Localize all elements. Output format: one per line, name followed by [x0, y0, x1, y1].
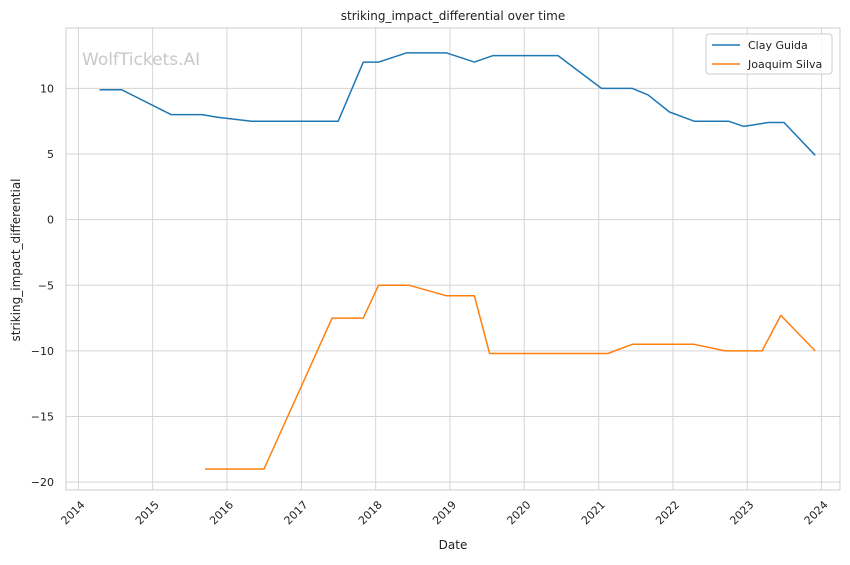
- watermark: WolfTickets.AI: [82, 50, 200, 70]
- y-tick-label: −20: [31, 476, 54, 489]
- legend: Clay Guida Joaquim Silva: [705, 33, 833, 75]
- series-line-joaquim-silva: [205, 284, 816, 470]
- y-axis-label: striking_impact_differential: [9, 178, 23, 341]
- y-tick-label: −15: [31, 411, 54, 424]
- y-tick-label: −5: [38, 279, 54, 292]
- y-tick-label: 0: [47, 214, 54, 227]
- series: [99, 52, 816, 470]
- chart-title: striking_impact_differential over time: [341, 9, 566, 23]
- y-tick-label: 5: [47, 148, 54, 161]
- y-tick-label: −10: [31, 345, 54, 358]
- grid: [66, 28, 840, 490]
- x-axis-label: Date: [439, 538, 468, 552]
- legend-label: Joaquim Silva: [747, 58, 822, 71]
- y-tick-label: 10: [40, 82, 54, 95]
- plot-frame: [65, 27, 841, 491]
- legend-label: Clay Guida: [748, 39, 808, 52]
- series-line-clay-guida: [99, 52, 816, 156]
